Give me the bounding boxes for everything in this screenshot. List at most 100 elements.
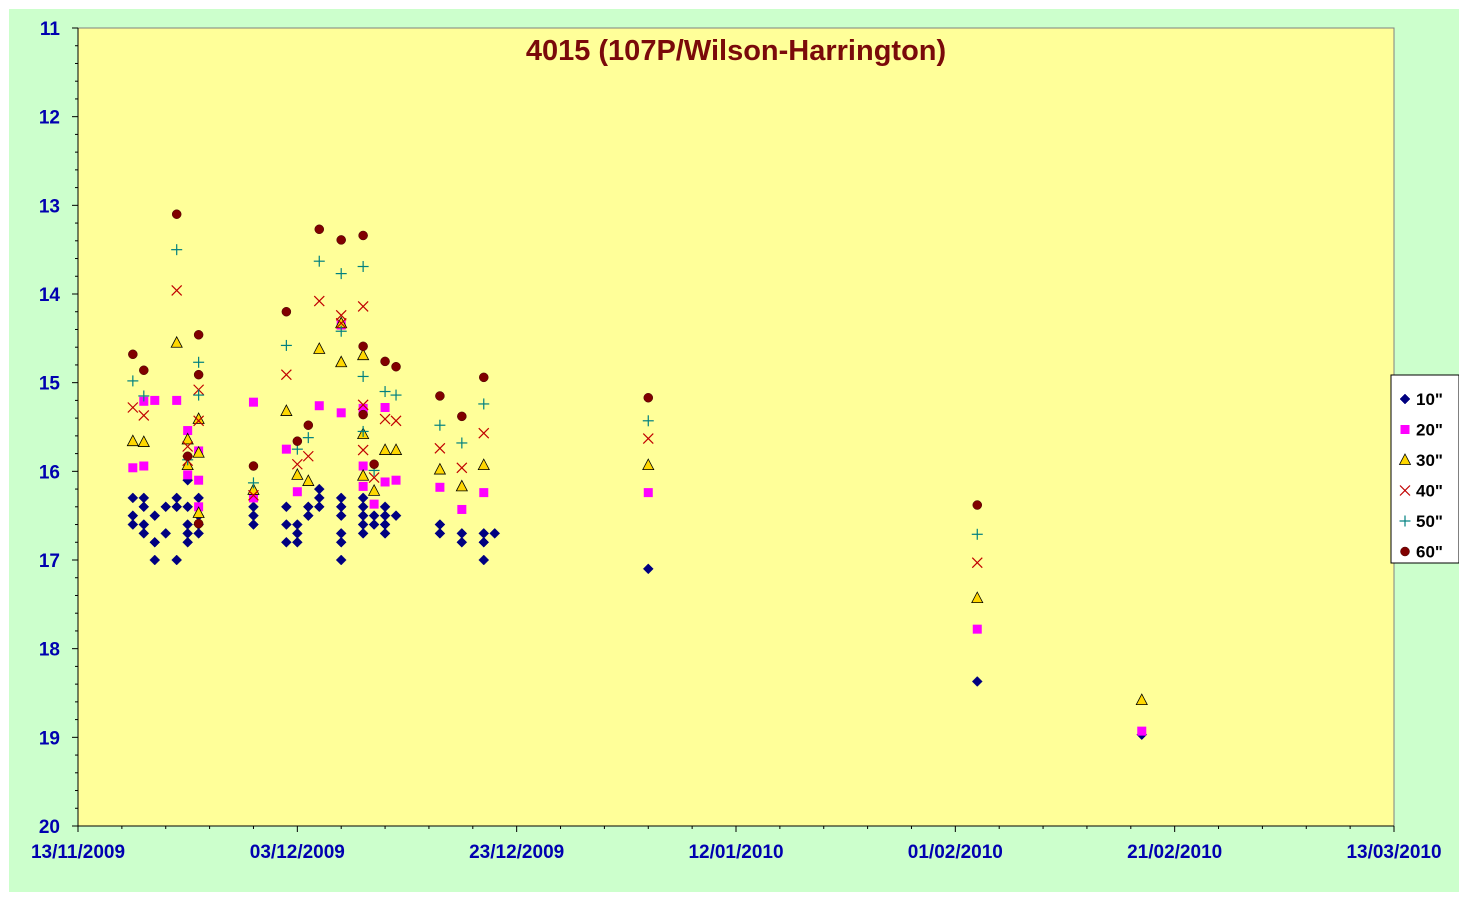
legend-marker	[1399, 393, 1411, 405]
data-point	[183, 426, 193, 436]
data-point	[192, 445, 205, 458]
data-point	[314, 401, 324, 411]
data-point	[642, 415, 654, 427]
data-point	[489, 528, 501, 539]
data-point	[303, 420, 314, 430]
y-tick-label: 17	[39, 551, 60, 572]
data-point	[193, 415, 205, 427]
data-point	[172, 395, 182, 405]
data-point	[138, 390, 150, 402]
x-tick-label: 03/12/2009	[250, 842, 345, 863]
chart-svg: 11 12 13 14 15 16 17 18 19 20 13/11/2009 03/12/200…	[9, 9, 1460, 892]
data-point	[127, 492, 139, 504]
data-point	[380, 356, 390, 367]
data-point	[378, 443, 392, 455]
data-point	[193, 356, 205, 368]
data-point	[357, 399, 369, 411]
y-tick-label: 12	[39, 108, 60, 129]
data-point	[433, 462, 447, 475]
data-point	[391, 361, 401, 372]
legend-label: 40"	[1416, 482, 1443, 501]
series-4-points	[127, 285, 983, 569]
data-point	[313, 295, 325, 307]
data-point	[248, 489, 259, 501]
data-point	[434, 528, 446, 539]
data-point	[479, 488, 489, 498]
y-tick-label: 11	[40, 19, 61, 40]
data-point	[435, 391, 445, 401]
data-point	[194, 475, 204, 485]
data-point	[972, 500, 983, 510]
data-point	[193, 528, 204, 539]
data-point	[357, 528, 369, 539]
data-point	[455, 479, 468, 492]
data-point	[183, 470, 193, 480]
y-tick-label: 19	[39, 728, 60, 749]
data-point	[336, 408, 346, 418]
data-point	[314, 224, 325, 235]
data-point	[478, 536, 490, 548]
data-point	[128, 463, 138, 473]
data-point	[160, 528, 172, 539]
chart-title: 4015 (107P/Wilson-Harrington)	[526, 35, 946, 67]
x-tick-label: 13/11/2009	[31, 842, 125, 863]
data-point	[171, 285, 183, 296]
data-point	[434, 419, 446, 431]
data-point	[391, 475, 401, 485]
data-point	[380, 402, 390, 412]
data-point	[389, 443, 403, 455]
data-point	[335, 309, 347, 321]
data-point	[127, 402, 139, 413]
data-point	[149, 510, 161, 522]
legend-label: 50"	[1416, 512, 1443, 531]
legend-marker	[1399, 485, 1411, 496]
data-point	[642, 433, 654, 444]
data-point	[1135, 693, 1148, 705]
data-point	[248, 493, 258, 503]
legend-label: 10"	[1416, 390, 1443, 409]
data-point	[357, 370, 369, 382]
axes	[72, 27, 1395, 832]
data-point	[335, 268, 347, 280]
data-point	[358, 481, 368, 491]
data-point	[160, 501, 172, 513]
data-point	[367, 483, 381, 496]
data-point	[171, 244, 183, 256]
series-1-points	[127, 474, 1148, 741]
data-point	[379, 386, 391, 398]
data-point	[182, 441, 194, 452]
data-point	[302, 510, 314, 522]
data-point	[313, 342, 326, 354]
data-point	[126, 434, 139, 447]
data-point	[170, 335, 183, 348]
data-point	[356, 348, 370, 361]
data-point	[248, 461, 259, 471]
data-point	[280, 339, 292, 351]
data-point	[456, 462, 468, 474]
data-point	[335, 510, 347, 522]
x-tick-labels: 13/11/2009 03/12/2009 23/12/2009 12/01/2010…	[31, 842, 1442, 863]
x-tick-label: 12/01/2010	[688, 842, 783, 863]
data-point	[193, 369, 204, 380]
legend: 10" 20" 30" 40" 50" 60"	[1390, 374, 1460, 564]
y-tick-label: 20	[39, 817, 60, 838]
data-point	[379, 528, 391, 539]
data-point	[971, 676, 983, 687]
data-point	[302, 450, 314, 462]
data-point	[150, 395, 160, 405]
data-point	[642, 458, 655, 471]
data-point	[292, 487, 302, 497]
data-point	[171, 209, 182, 219]
y-tick-label: 15	[39, 374, 61, 395]
plot-area	[77, 27, 1395, 827]
data-point	[182, 451, 193, 462]
data-point	[292, 436, 303, 446]
data-point	[181, 432, 194, 445]
data-point	[302, 474, 315, 486]
data-point	[390, 415, 402, 427]
y-tick-label: 13	[39, 196, 60, 217]
data-point	[335, 325, 347, 337]
data-point	[137, 435, 150, 447]
data-point	[193, 389, 205, 401]
data-point	[380, 477, 390, 487]
